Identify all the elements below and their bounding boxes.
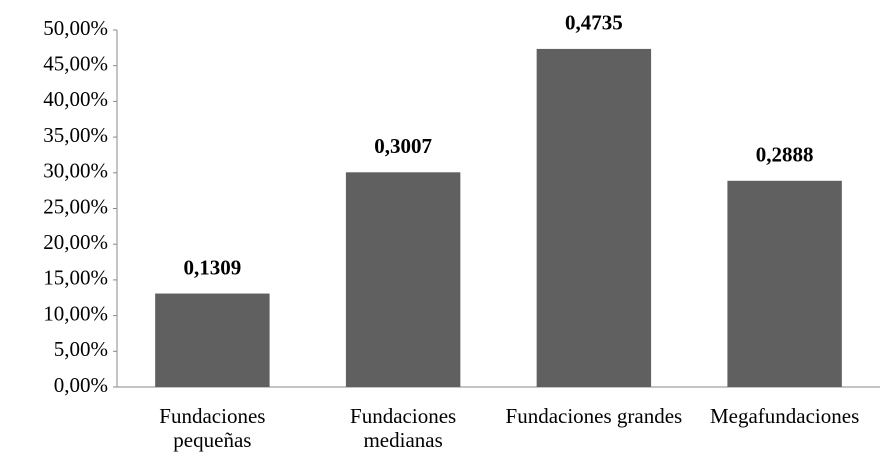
bar bbox=[345, 172, 461, 387]
bar bbox=[155, 293, 270, 387]
x-tick-label: Fundaciones medianas bbox=[350, 404, 457, 452]
y-tick-label: 0,00% bbox=[54, 373, 108, 397]
y-tick-label: 5,00% bbox=[54, 337, 108, 361]
x-tick-label: Fundaciones pequeñas bbox=[159, 404, 266, 452]
value-label: 0,2888 bbox=[756, 143, 814, 167]
value-label: 0,1309 bbox=[184, 255, 242, 279]
y-tick-label: 20,00% bbox=[43, 230, 108, 254]
y-tick-label: 10,00% bbox=[43, 301, 108, 325]
y-tick-label: 50,00% bbox=[43, 16, 108, 40]
bar bbox=[727, 180, 842, 387]
x-tick-label: Megafundaciones bbox=[709, 404, 860, 428]
x-tick-label: Fundaciones grandes bbox=[505, 404, 683, 428]
y-tick-label: 45,00% bbox=[43, 52, 108, 76]
value-label: 0,4735 bbox=[565, 11, 623, 35]
y-tick-label: 40,00% bbox=[43, 87, 108, 111]
y-tick-label: 15,00% bbox=[43, 266, 108, 290]
y-tick-label: 25,00% bbox=[43, 194, 108, 218]
bar bbox=[536, 48, 652, 388]
value-label: 0,3007 bbox=[374, 134, 432, 158]
y-tick-label: 30,00% bbox=[43, 159, 108, 183]
y-tick-label: 35,00% bbox=[43, 123, 108, 147]
